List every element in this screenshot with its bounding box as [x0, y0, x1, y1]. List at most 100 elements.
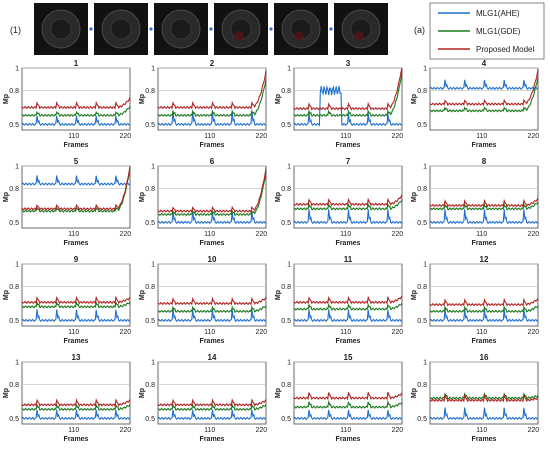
y-tick-label: 1 [423, 164, 427, 171]
y-tick-label: 0.8 [145, 284, 155, 291]
x-tick-label: 220 [119, 427, 131, 434]
panel-title: 15 [344, 353, 353, 362]
thumbnail-image [110, 18, 132, 40]
y-tick-label: 0.5 [145, 318, 155, 325]
panel-title: 16 [480, 353, 489, 362]
x-axis-label: Frames [200, 436, 225, 443]
series-line [429, 407, 539, 421]
y-axis-label: Mp [139, 290, 146, 300]
y-tick-label: 0.8 [281, 284, 291, 291]
y-tick-label: 0.5 [281, 220, 291, 227]
series-line [157, 304, 267, 314]
series-line [293, 71, 403, 118]
y-tick-label: 0.8 [281, 186, 291, 193]
y-axis-label: Mp [411, 94, 418, 104]
panel-title: 7 [346, 157, 351, 166]
x-tick-label: 220 [119, 329, 131, 336]
series-line [429, 297, 539, 307]
series-line [293, 302, 403, 311]
y-tick-label: 1 [287, 360, 291, 367]
y-tick-label: 0.8 [9, 186, 19, 193]
y-tick-label: 0.5 [281, 122, 291, 129]
x-axis-label: Frames [64, 142, 89, 149]
series-line [293, 295, 403, 305]
y-axis-label: Mp [139, 192, 146, 202]
x-tick-label: 110 [476, 231, 487, 238]
y-tick-label: 0.8 [145, 382, 155, 389]
x-axis-label: Frames [472, 240, 497, 247]
series-line [429, 393, 539, 403]
series-line [157, 171, 267, 217]
panel-title: 5 [74, 157, 79, 166]
y-axis-label: Mp [3, 192, 10, 202]
y-axis-label: Mp [411, 388, 418, 398]
x-tick-label: 220 [391, 133, 403, 140]
series-line [21, 309, 131, 323]
x-tick-label: 220 [255, 231, 267, 238]
series-line [429, 309, 539, 323]
legend: MLG1(AHE) MLG1(GDE) Proposed Model [429, 2, 545, 60]
y-tick-label: 0.8 [145, 88, 155, 95]
thumbnail-connector [209, 27, 213, 31]
series-line [157, 167, 267, 214]
chart-panel: 2 0.5 0.8 1 110 220 Frames Mp [139, 59, 267, 149]
series-line [21, 165, 131, 212]
y-tick-label: 1 [287, 164, 291, 171]
chart-panel: 10 0.5 0.8 1 110 220 Frames Mp [139, 255, 267, 345]
chart-panel: 12 0.5 0.8 1 110 220 Frames Mp [411, 255, 539, 345]
y-tick-label: 0.5 [9, 220, 19, 227]
chart-panel: 1 0.5 0.8 1 110 220 Frames Mp [3, 59, 131, 149]
y-tick-label: 1 [287, 262, 291, 269]
panel-title: 8 [482, 157, 487, 166]
series-line [293, 199, 403, 211]
x-tick-label: 220 [527, 329, 539, 336]
plot-area [21, 165, 131, 229]
y-tick-label: 0.8 [281, 88, 291, 95]
x-tick-label: 110 [68, 133, 79, 140]
x-tick-label: 110 [68, 329, 79, 336]
y-tick-label: 1 [423, 360, 427, 367]
chart-panel: 3 0.5 0.8 1 110 220 Frames Mp [275, 59, 403, 149]
x-tick-label: 220 [527, 133, 539, 140]
series-line [293, 392, 403, 401]
panel-title: 11 [344, 255, 353, 264]
series-line [293, 84, 403, 127]
y-tick-label: 0.5 [145, 220, 155, 227]
chart-panel: 9 0.5 0.8 1 110 220 Frames Mp [3, 255, 131, 345]
thumbnail-connector [149, 27, 153, 31]
y-tick-label: 0.5 [9, 318, 19, 325]
y-tick-label: 1 [151, 360, 155, 367]
y-tick-label: 1 [15, 164, 19, 171]
x-tick-label: 110 [204, 427, 215, 434]
x-tick-label: 110 [340, 427, 351, 434]
series-line [21, 295, 131, 305]
panel-title: 12 [480, 255, 489, 264]
series-line [21, 403, 131, 412]
y-tick-label: 0.5 [145, 122, 155, 129]
series-line [21, 175, 131, 186]
y-axis-label: Mp [3, 94, 10, 104]
y-axis-label: Mp [275, 290, 282, 300]
plot-area [429, 67, 539, 131]
x-tick-label: 110 [204, 133, 215, 140]
row-label: (1) [10, 25, 21, 35]
series-line [157, 309, 267, 323]
x-axis-label: Frames [336, 338, 361, 345]
panel-title: 3 [346, 59, 351, 68]
x-tick-label: 220 [119, 231, 131, 238]
x-tick-label: 220 [255, 133, 267, 140]
y-axis-label: Mp [275, 388, 282, 398]
panel-title: 1 [74, 59, 79, 68]
series-line [157, 409, 267, 421]
x-tick-label: 110 [476, 133, 487, 140]
y-axis-label: Mp [275, 94, 282, 104]
panel-title: 9 [74, 255, 79, 264]
series-line [157, 403, 267, 412]
x-tick-label: 220 [255, 329, 267, 336]
legend-entry-ahe: MLG1(AHE) [476, 9, 520, 18]
panel-title: 4 [482, 59, 487, 68]
y-tick-label: 0.8 [9, 88, 19, 95]
x-tick-label: 220 [391, 329, 403, 336]
x-tick-label: 110 [204, 329, 215, 336]
